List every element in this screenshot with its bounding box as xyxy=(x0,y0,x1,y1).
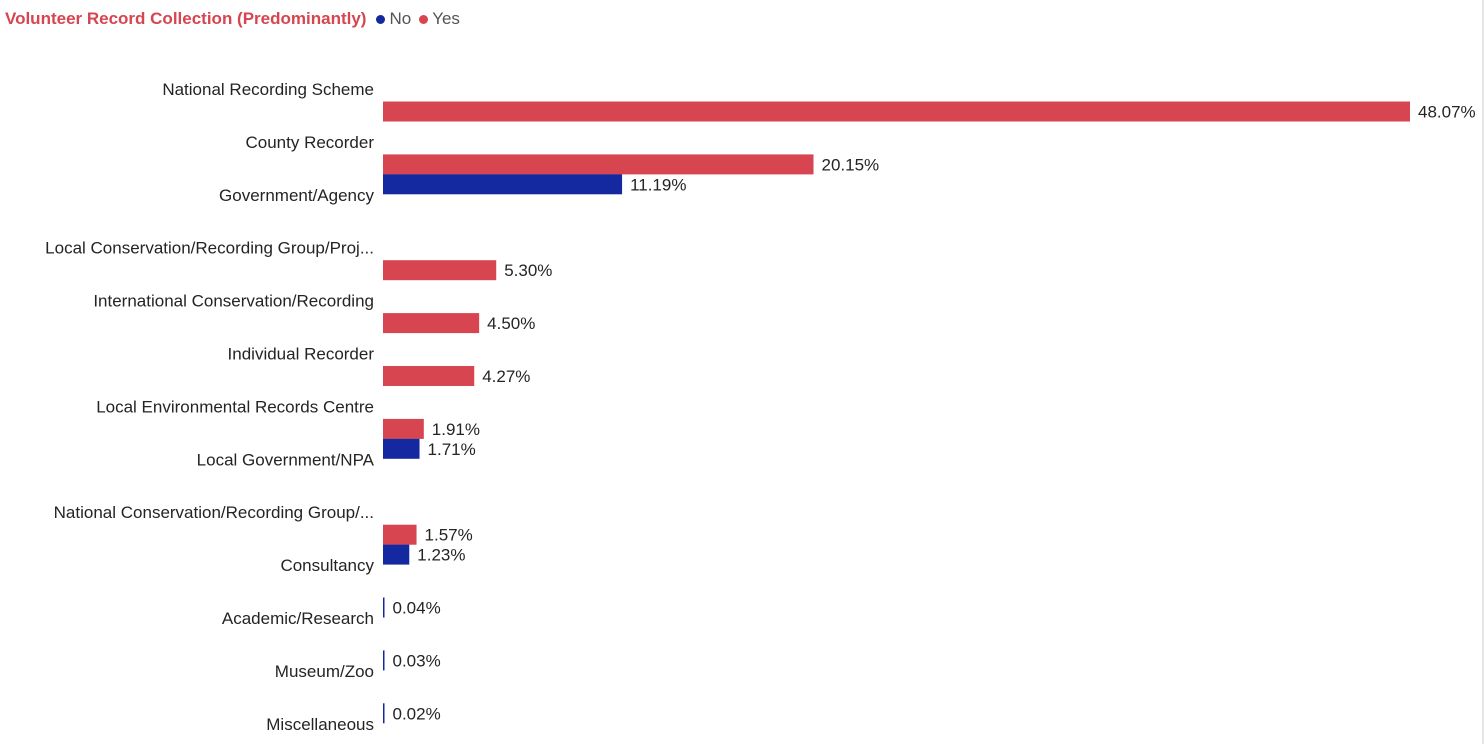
category-label: Government/Agency xyxy=(219,186,374,205)
chart-title: Volunteer Record Collection (Predominant… xyxy=(5,9,367,28)
category-label: Local Government/NPA xyxy=(197,450,375,469)
category-label: National Recording Scheme xyxy=(162,80,374,99)
legend-item-no[interactable]: No xyxy=(376,9,411,29)
data-label: 20.15% xyxy=(821,155,879,174)
bar-no[interactable] xyxy=(383,544,410,565)
bar-yes[interactable] xyxy=(383,366,475,386)
data-label: 4.27% xyxy=(482,367,530,386)
category-label: Consultancy xyxy=(280,556,374,575)
data-label: 1.57% xyxy=(425,526,473,545)
legend-label-no: No xyxy=(389,9,412,28)
bar-no[interactable] xyxy=(383,650,385,671)
bar-yes[interactable] xyxy=(383,313,480,334)
category-label: National Conservation/Recording Group/..… xyxy=(54,503,374,522)
legend-dot-yes-icon xyxy=(419,14,429,24)
bar-no[interactable] xyxy=(383,174,623,195)
data-label: 5.30% xyxy=(504,261,552,280)
bar-yes[interactable] xyxy=(383,154,814,175)
bar-yes[interactable] xyxy=(383,524,417,545)
visual-border xyxy=(1482,0,1484,744)
category-label: County Recorder xyxy=(245,133,374,152)
chart-header: Volunteer Record Collection (Predominant… xyxy=(5,7,468,31)
data-label: 1.91% xyxy=(432,420,480,439)
data-label: 4.50% xyxy=(487,314,535,333)
data-label: 11.19% xyxy=(630,175,686,194)
bar-no[interactable] xyxy=(383,597,385,618)
bar-no[interactable] xyxy=(383,438,420,459)
bar-yes[interactable] xyxy=(383,260,497,281)
category-label: International Conservation/Recording xyxy=(93,292,374,311)
data-label: 0.03% xyxy=(393,651,441,670)
category-label: Museum/Zoo xyxy=(275,662,374,681)
data-label: 1.23% xyxy=(417,546,465,565)
category-label: Local Environmental Records Centre xyxy=(96,397,374,416)
legend-label-yes: Yes xyxy=(432,9,460,28)
category-label: Miscellaneous xyxy=(266,715,374,734)
data-label: 0.04% xyxy=(393,599,441,618)
data-label: 1.71% xyxy=(428,440,476,459)
data-label: 0.02% xyxy=(393,704,441,723)
bar-yes[interactable] xyxy=(383,418,424,439)
legend-item-yes[interactable]: Yes xyxy=(419,9,460,29)
bar-no[interactable] xyxy=(383,703,385,724)
category-label: Academic/Research xyxy=(222,609,374,628)
category-label: Local Conservation/Recording Group/Proj.… xyxy=(45,239,374,258)
category-label: Individual Recorder xyxy=(228,345,375,364)
bar-yes[interactable] xyxy=(383,101,1410,122)
legend-dot-no-icon xyxy=(376,14,386,24)
data-label: 48.07% xyxy=(1418,103,1476,122)
